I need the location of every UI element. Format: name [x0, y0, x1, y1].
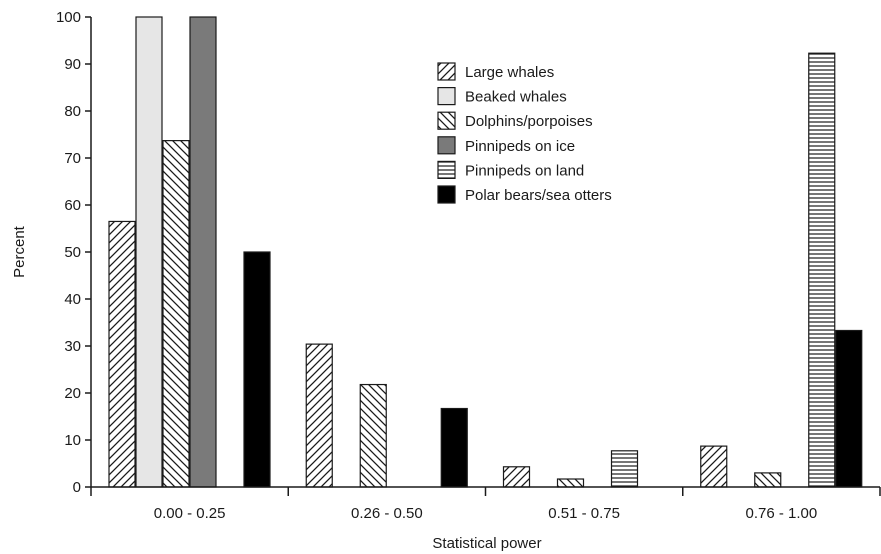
- bar: [135, 16, 163, 488]
- bar: [835, 329, 863, 488]
- y-tick-label: 70: [64, 150, 81, 167]
- bar: [440, 407, 468, 488]
- y-tick-label: 40: [64, 291, 81, 308]
- bars: [108, 16, 863, 488]
- bar: [359, 383, 387, 488]
- bar: [610, 450, 639, 488]
- bar: [556, 478, 585, 488]
- y-tick-label: 60: [64, 197, 81, 214]
- x-tick-label: 0.00 - 0.25: [154, 505, 226, 522]
- y-tick-label: 80: [64, 103, 81, 120]
- legend: Large whales Beaked whales Dolphins/porpoi…: [437, 62, 612, 204]
- x-tick-label: 0.51 - 0.75: [548, 505, 620, 522]
- legend-label: Polar bears/sea otters: [465, 187, 612, 204]
- bar: [162, 140, 190, 488]
- legend-swatch: [437, 160, 456, 179]
- y-tick-label: 90: [64, 56, 81, 73]
- y-tick-label: 100: [56, 9, 81, 26]
- y-axis-label: Percent: [11, 225, 28, 278]
- bar: [305, 343, 333, 488]
- bar: [502, 466, 531, 488]
- y-tick-label: 10: [64, 432, 81, 449]
- y-tick-label: 30: [64, 338, 81, 355]
- legend-label: Large whales: [465, 64, 554, 81]
- bar: [243, 251, 271, 488]
- x-tick-label: 0.76 - 1.00: [746, 505, 818, 522]
- y-tick-label: 20: [64, 385, 81, 402]
- legend-swatch: [437, 185, 456, 204]
- y-axis-ticks: 0 10 20 30 40 50 60 70 80 90 100: [56, 9, 91, 496]
- bar: [189, 16, 217, 488]
- legend-swatch: [437, 86, 456, 106]
- y-tick-label: 0: [73, 479, 81, 496]
- legend-label: Pinnipeds on land: [465, 162, 584, 179]
- legend-label: Dolphins/porpoises: [465, 113, 593, 130]
- y-tick-label: 50: [64, 244, 81, 261]
- legend-swatch: [437, 62, 456, 81]
- legend-label: Pinnipeds on ice: [465, 138, 575, 155]
- legend-label: Beaked whales: [465, 89, 567, 106]
- legend-swatch: [437, 111, 456, 130]
- bar: [808, 52, 836, 488]
- x-tick-label: 0.26 - 0.50: [351, 505, 423, 522]
- bar: [700, 445, 728, 488]
- x-axis-label: Statistical power: [432, 535, 541, 552]
- bar: [754, 472, 782, 488]
- legend-swatch: [437, 136, 456, 155]
- bar: [108, 220, 136, 488]
- x-axis-ticks: 0.00 - 0.25 0.26 - 0.50 0.51 - 0.75 0.76 - …: [90, 487, 881, 522]
